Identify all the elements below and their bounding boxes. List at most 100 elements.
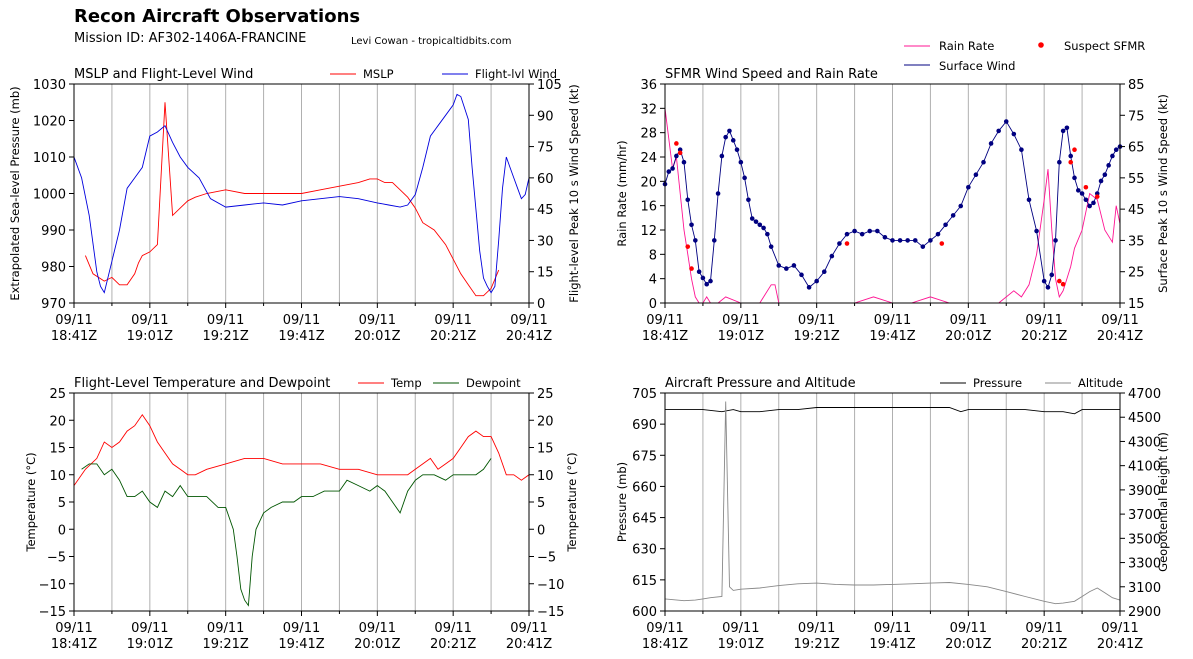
y-axis-label-left: Pressure (mb) bbox=[615, 462, 629, 542]
y-tick-label-left: 0 bbox=[649, 297, 657, 312]
data-point-suspect-sfmr bbox=[939, 241, 945, 246]
x-tick-label: 09/11 bbox=[646, 621, 683, 636]
y-tick-label-left: 600 bbox=[632, 605, 657, 620]
data-point-surface-wind bbox=[761, 225, 766, 231]
x-tick-label: 09/11 bbox=[55, 621, 92, 636]
main-title: Recon Aircraft Observations bbox=[74, 6, 361, 27]
y-tick-label-right: 3700 bbox=[1128, 508, 1161, 523]
x-tick-label: 19:01Z bbox=[718, 637, 764, 652]
y-tick-label-right: 20 bbox=[537, 414, 554, 429]
x-tick-label: 20:01Z bbox=[354, 329, 400, 344]
panel-mslp_wind: 09/1118:41Z09/1119:01Z09/1119:21Z09/1119… bbox=[8, 67, 581, 344]
y-tick-label-left: 980 bbox=[41, 261, 66, 276]
x-tick-label: 09/11 bbox=[798, 313, 835, 328]
data-point-surface-wind bbox=[799, 272, 804, 278]
y-tick-label-left: −15 bbox=[39, 605, 66, 620]
data-point-surface-wind bbox=[1049, 272, 1055, 278]
y-tick-label-right: 15 bbox=[537, 266, 554, 281]
data-point-surface-wind bbox=[1091, 200, 1096, 206]
x-tick-label: 18:41Z bbox=[642, 637, 688, 652]
x-tick-label: 09/11 bbox=[950, 621, 987, 636]
y-tick-label-left: 32 bbox=[640, 102, 657, 117]
y-tick-label-left: 1020 bbox=[33, 115, 66, 130]
series-line-altitude bbox=[665, 401, 1120, 605]
y-tick-label-left: 645 bbox=[632, 512, 657, 527]
data-point-surface-wind bbox=[905, 238, 910, 243]
y-tick-label-right: 75 bbox=[537, 141, 554, 156]
y-tick-label-left: 24 bbox=[640, 151, 657, 166]
series-line-temp bbox=[74, 414, 529, 486]
panel-temp_dew: 09/1118:41Z09/1119:01Z09/1119:21Z09/1119… bbox=[24, 376, 579, 652]
legend-swatch bbox=[1038, 42, 1044, 48]
x-tick-label: 09/11 bbox=[131, 313, 168, 328]
data-point-surface-wind bbox=[996, 128, 1001, 134]
y-tick-label-left: 1030 bbox=[33, 78, 66, 93]
series-line-dewpoint bbox=[81, 458, 492, 607]
x-tick-label: 09/11 bbox=[646, 313, 683, 328]
y-tick-label-right: 2900 bbox=[1128, 605, 1161, 620]
y-tick-label-right: −5 bbox=[537, 551, 556, 566]
data-point-surface-wind bbox=[1075, 188, 1081, 193]
data-point-surface-wind bbox=[1098, 178, 1104, 184]
data-point-surface-wind bbox=[1072, 175, 1077, 181]
x-tick-label: 19:21Z bbox=[202, 329, 248, 344]
data-point-surface-wind bbox=[1003, 119, 1009, 124]
y-tick-label-left: −10 bbox=[39, 578, 66, 593]
data-point-surface-wind bbox=[768, 244, 774, 249]
x-tick-label: 09/11 bbox=[1025, 313, 1062, 328]
x-tick-label: 19:21Z bbox=[793, 329, 839, 344]
data-point-surface-wind bbox=[753, 219, 759, 224]
y-tick-label-right: 75 bbox=[1128, 109, 1145, 124]
data-point-surface-wind bbox=[757, 222, 763, 228]
x-tick-label: 09/11 bbox=[874, 621, 911, 636]
y-tick-label-right: 3300 bbox=[1128, 557, 1161, 572]
data-point-surface-wind bbox=[1083, 197, 1089, 203]
x-tick-label: 09/11 bbox=[722, 313, 759, 328]
data-point-surface-wind bbox=[897, 238, 903, 243]
data-point-surface-wind bbox=[685, 197, 691, 203]
legend-label: Temp bbox=[390, 376, 422, 390]
legend-label: Dewpoint bbox=[466, 376, 521, 390]
y-tick-label-left: 20 bbox=[49, 414, 66, 429]
data-point-surface-wind bbox=[1019, 147, 1024, 152]
y-tick-label-right: 4100 bbox=[1128, 460, 1161, 475]
data-point-surface-wind bbox=[875, 228, 880, 234]
x-tick-label: 19:41Z bbox=[278, 329, 324, 344]
x-tick-label: 19:41Z bbox=[278, 637, 324, 652]
y-tick-label-right: 30 bbox=[537, 234, 554, 249]
data-point-surface-wind bbox=[1064, 125, 1070, 131]
data-point-surface-wind bbox=[681, 159, 687, 165]
data-point-surface-wind bbox=[1113, 147, 1119, 152]
y-tick-label-right: 0 bbox=[537, 297, 545, 312]
data-point-surface-wind bbox=[1045, 285, 1051, 290]
y-tick-label-right: 15 bbox=[537, 442, 554, 457]
x-tick-label: 09/11 bbox=[55, 313, 92, 328]
data-point-surface-wind bbox=[950, 213, 956, 218]
data-point-surface-wind bbox=[882, 235, 888, 240]
y-tick-label-left: 25 bbox=[49, 387, 66, 402]
panel-title: Aircraft Pressure and Altitude bbox=[665, 376, 856, 391]
x-tick-label: 19:01Z bbox=[127, 637, 173, 652]
data-point-suspect-sfmr bbox=[1072, 147, 1077, 152]
y-tick-label-left: 970 bbox=[41, 297, 66, 312]
x-tick-label: 09/11 bbox=[1025, 621, 1062, 636]
data-point-suspect-sfmr bbox=[1094, 194, 1100, 199]
x-tick-label: 18:41Z bbox=[51, 637, 97, 652]
y-tick-label-left: 10 bbox=[49, 469, 66, 484]
data-point-surface-wind bbox=[742, 175, 747, 181]
data-point-surface-wind bbox=[704, 281, 710, 287]
y-tick-label-left: 5 bbox=[58, 496, 66, 511]
data-point-surface-wind bbox=[670, 166, 675, 171]
data-point-surface-wind bbox=[1053, 238, 1058, 243]
data-point-surface-wind bbox=[700, 275, 706, 281]
x-tick-label: 09/11 bbox=[283, 621, 320, 636]
x-tick-label: 20:21Z bbox=[1021, 329, 1067, 344]
series-line-flight-lvl-wind bbox=[74, 93, 529, 294]
data-point-suspect-sfmr bbox=[1057, 278, 1062, 284]
y-tick-label-left: 615 bbox=[632, 574, 657, 589]
y-tick-label-right: 25 bbox=[1128, 266, 1145, 281]
x-tick-label: 20:01Z bbox=[945, 637, 991, 652]
y-tick-label-right: 105 bbox=[537, 78, 562, 93]
x-tick-label: 09/11 bbox=[434, 621, 471, 636]
panel-pressure_alt: 09/1118:41Z09/1119:01Z09/1119:21Z09/1119… bbox=[615, 376, 1170, 652]
